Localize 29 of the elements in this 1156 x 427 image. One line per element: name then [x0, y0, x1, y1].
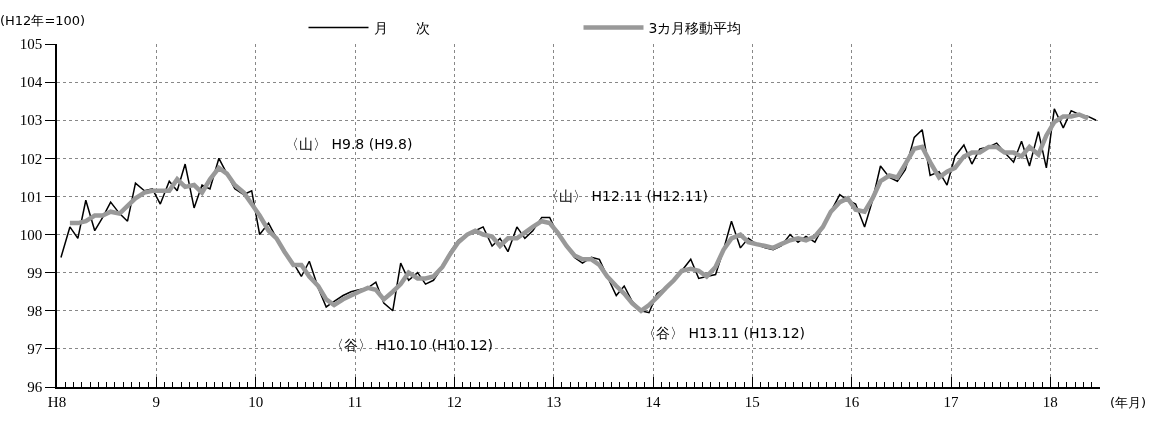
annotation: 〈山〉 H9.8 (H9.8)	[285, 136, 413, 152]
y-tick-label: 103	[19, 112, 43, 129]
x-tick-label: H8	[47, 393, 67, 410]
y-tick-label: 98	[27, 303, 43, 320]
y-tick-label: 100	[19, 226, 43, 243]
x-tick-label: 17	[943, 393, 959, 410]
legend-label: 月 次	[373, 20, 430, 37]
x-axis-title: (年月)	[1110, 395, 1147, 410]
x-tick-label: 15	[744, 393, 760, 410]
y-axis-title: (H12年=100)	[0, 13, 86, 28]
x-tick-label: 12	[446, 393, 462, 410]
y-tick-label: 101	[19, 188, 43, 205]
x-tick-label: 13	[546, 393, 562, 410]
y-tick-label: 104	[19, 74, 43, 91]
x-tick-label: 14	[645, 393, 661, 410]
annotation: 〈谷〉 H13.11 (H13.12)	[642, 325, 806, 341]
annotation: 〈谷〉 H10.10 (H10.12)	[330, 337, 494, 353]
y-tick-label: 99	[27, 264, 43, 281]
y-tick-label: 96	[27, 379, 43, 396]
y-tick-label: 97	[27, 341, 43, 358]
x-tick-label: 11	[347, 393, 363, 410]
y-tick-label: 102	[19, 150, 43, 167]
x-tick-label: 16	[844, 393, 860, 410]
annotation: 〈山〉 H12.11 (H12.11)	[545, 188, 709, 204]
x-tick-label: 9	[152, 393, 161, 410]
y-tick-label: 105	[19, 36, 43, 53]
legend-label: 3カ月移動平均	[648, 20, 742, 37]
x-tick-label: 18	[1042, 393, 1058, 410]
x-tick-label: 10	[248, 393, 264, 410]
